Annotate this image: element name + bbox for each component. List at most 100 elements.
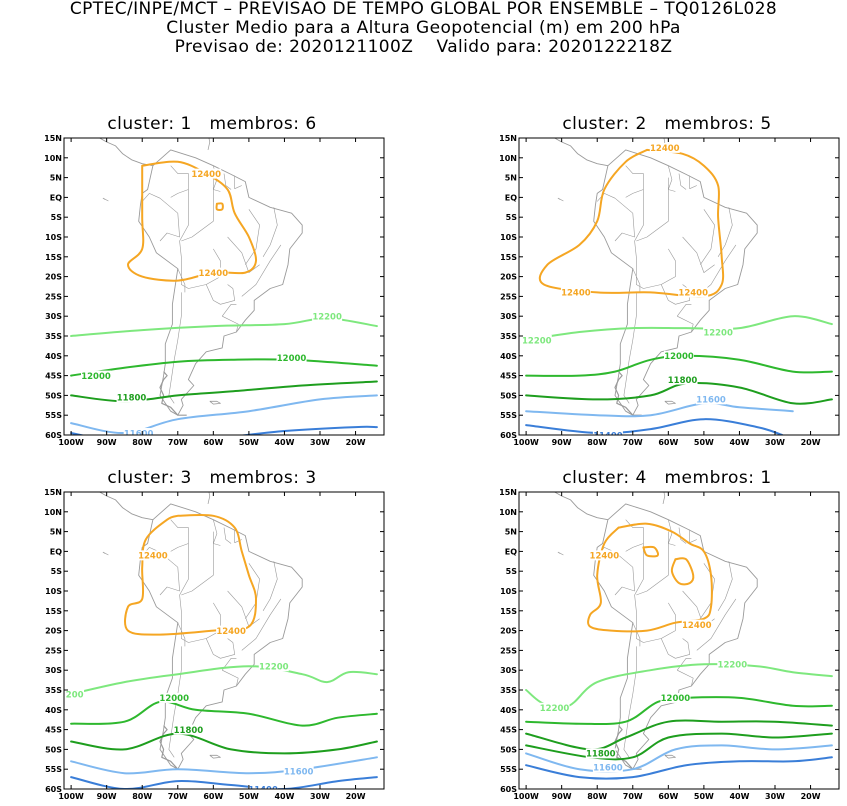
contour-label: 12400 — [590, 552, 620, 562]
country-border — [179, 189, 189, 242]
contour-label: 12400 — [650, 144, 680, 154]
lon-tick-label: 20W — [801, 438, 821, 447]
contour-label-bg — [116, 392, 147, 403]
contour-12400 — [642, 545, 659, 558]
lat-tick-label: 10S — [500, 233, 517, 242]
contour-11600 — [525, 744, 833, 773]
map-frame — [518, 137, 840, 436]
country-border — [222, 315, 239, 333]
lon-tick-label: 100W — [513, 438, 539, 447]
island-galapagos — [557, 197, 564, 202]
contour-label: 12000 — [661, 694, 691, 704]
lat-tick-label: 40S — [500, 352, 517, 361]
country-border — [625, 519, 644, 552]
lon-tick-label: 40W — [729, 792, 749, 801]
contour-label: 12400 — [199, 269, 229, 279]
contour-12400 — [587, 522, 713, 633]
contour-label: 12400 — [682, 621, 712, 631]
country-border — [227, 590, 260, 627]
country-border — [689, 175, 697, 189]
country-border — [223, 173, 232, 190]
contour-label: 12400 — [216, 627, 246, 637]
figure-header: CPTEC/INPE/MCT – PREVISAO DE TEMPO GLOBA… — [0, 0, 847, 57]
lon-tick-label: 80W — [132, 792, 152, 801]
coastline-chile-islands — [614, 371, 642, 416]
lat-tick-label: 25S — [500, 292, 517, 301]
map-frame — [63, 137, 385, 436]
lat-tick-label: EQ — [505, 193, 517, 202]
country-border — [168, 646, 182, 758]
country-border — [221, 658, 237, 671]
country-border — [678, 527, 687, 544]
lat-tick-label: 35S — [500, 686, 517, 695]
lat-tick-label: 30S — [45, 666, 62, 675]
figure-title-line-2: Cluster Medio para a Altura Geopotencial… — [166, 18, 681, 38]
lon-tick-label: 50W — [239, 438, 259, 447]
lon-tick-label: 60W — [203, 438, 223, 447]
panel-title: cluster: 2 membros: 5 — [562, 114, 772, 134]
country-border — [632, 268, 641, 293]
lon-tick-label: 20W — [801, 792, 821, 801]
contour-11600 — [70, 756, 378, 775]
contour-12400 — [124, 513, 257, 636]
country-border — [181, 177, 214, 242]
lat-tick-label: 55S — [500, 411, 517, 420]
contour-label: 12000 — [664, 352, 694, 362]
contour-label: 11800 — [117, 394, 147, 404]
coastline-chile-islands — [159, 371, 187, 416]
contour-label-bg — [81, 370, 111, 381]
contour-label-bg — [539, 702, 570, 713]
map-panel-cluster-1: cluster: 1 membros: 6 12400 12400 12200 120… — [42, 114, 385, 450]
lon-tick-label: 100W — [58, 792, 84, 801]
panel-title: cluster: 1 membros: 6 — [107, 114, 317, 134]
country-border — [223, 527, 232, 544]
lat-tick-label: 45S — [45, 372, 62, 381]
country-border — [227, 236, 260, 273]
contour-12400 — [215, 202, 224, 211]
lon-tick-label: 100W — [58, 438, 84, 447]
lat-tick-label: 25S — [500, 646, 517, 655]
lat-tick-label: 15S — [500, 607, 517, 616]
lat-tick-label: 50S — [45, 745, 62, 754]
contour-label: 11600 — [284, 767, 314, 777]
country-border — [676, 304, 692, 317]
contour-label-bg — [137, 550, 168, 561]
country-border — [262, 207, 278, 257]
lon-tick-label: 80W — [587, 792, 607, 801]
country-border — [168, 292, 182, 404]
contour-label-bg — [703, 327, 734, 338]
contour-label-bg — [312, 311, 343, 322]
lat-tick-label: EQ — [505, 547, 517, 556]
island-falklands — [209, 754, 221, 759]
lon-tick-label: 20W — [346, 792, 366, 801]
lat-tick-label: 40S — [45, 706, 62, 715]
map-panel-cluster-3: cluster: 3 membros: 3 12400 12400 12200 200… — [42, 468, 385, 804]
country-border — [222, 669, 239, 687]
panel-title: cluster: 3 membros: 3 — [107, 468, 317, 488]
contour-label-bg — [664, 350, 694, 361]
contour-11400 — [70, 432, 86, 435]
contour-label: 12400 — [678, 289, 708, 299]
island-galapagos — [102, 551, 109, 556]
lat-tick-label: 25S — [45, 292, 62, 301]
contour-label-bg — [248, 784, 279, 789]
lon-tick-label: 30W — [765, 438, 785, 447]
contour-label: 12200 — [718, 661, 748, 671]
lat-tick-label: 55S — [500, 765, 517, 774]
country-border — [623, 646, 637, 758]
contour-label-bg — [589, 550, 620, 561]
lon-tick-label: 90W — [552, 438, 572, 447]
lat-tick-label: 15N — [499, 134, 517, 143]
contour-11800 — [70, 732, 378, 755]
lat-tick-label: 10S — [45, 587, 62, 596]
contour-11400 — [525, 418, 784, 435]
country-border — [179, 543, 189, 596]
lon-tick-label: 90W — [97, 792, 117, 801]
country-border — [634, 543, 644, 596]
map-content: 12400 12400 12200 12000 12000 11800 11600 — [70, 138, 378, 435]
contour-12000 — [70, 700, 378, 727]
map-panel-cluster-2: cluster: 2 membros: 5 12400 12400 12400 122… — [497, 114, 840, 450]
lat-tick-label: 55S — [45, 765, 62, 774]
contour-label-bg — [173, 724, 204, 735]
contour-12400 — [670, 557, 695, 586]
